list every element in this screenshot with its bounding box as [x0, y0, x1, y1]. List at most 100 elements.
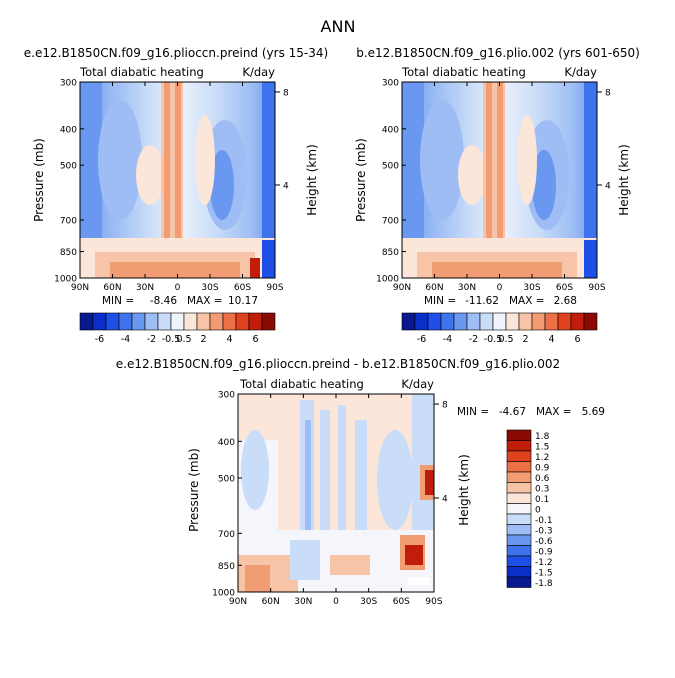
- x-tick-label: 30S: [360, 597, 377, 607]
- panel-1-field-itcz-b: [164, 82, 170, 278]
- panel-3-field-cool-c: [305, 420, 311, 560]
- y-tick-label: 500: [60, 162, 77, 172]
- panel-2-max-label: MAX =: [509, 295, 545, 307]
- colorbar-box: [506, 482, 532, 494]
- colorbar-box: [79, 312, 94, 331]
- panel-1-min-label: MIN =: [102, 295, 134, 307]
- colorbar-label: 4: [226, 334, 232, 345]
- y-tick-label: 1000: [376, 275, 399, 285]
- panel-3-rticks: 84: [434, 401, 448, 505]
- colorbar-box: [506, 576, 532, 588]
- panel-1-stats: MIN = -8.46 MAX = 10.17: [102, 295, 258, 307]
- panel-2-field-sh-core: [532, 150, 556, 220]
- colorbar-box: [414, 312, 429, 331]
- panel-1-subtitle-left: Total diabatic heating: [79, 65, 204, 79]
- panel-1-max-value: 10.17: [228, 295, 258, 307]
- colorbar-box: [453, 312, 468, 331]
- panel-3-field-blh-cool: [290, 540, 320, 580]
- panel-1-max-label: MAX =: [187, 295, 223, 307]
- colorbar-label: -4: [443, 334, 452, 345]
- colorbar-box: [506, 524, 532, 536]
- panel-3-subtitle-left: Total diabatic heating: [239, 377, 364, 391]
- panel-1-rticks: 84: [275, 88, 289, 191]
- y-tick-label: 700: [218, 530, 235, 540]
- colorbar-box: [506, 503, 532, 515]
- right-tick-label: 4: [442, 495, 448, 505]
- colorbar-label: 4: [548, 334, 554, 345]
- panel-3-field-hot-edge-b: [425, 470, 434, 495]
- colorbar-box: [506, 566, 532, 578]
- panel-1-ylabel: Pressure (mb): [32, 138, 46, 222]
- colorbar-box: [248, 312, 263, 331]
- panel-2-min-value: -11.62: [465, 295, 499, 307]
- colorbar-label: 0.5: [176, 334, 191, 345]
- colorbar-box: [583, 312, 598, 331]
- panel-1-xticks: 90N 60N 30N 0 30S 60S 90S: [71, 82, 284, 293]
- panel-2-field-itcz-b: [486, 82, 492, 278]
- colorbar-box: [506, 555, 532, 567]
- panel-3-field-blh-warm-b: [245, 565, 270, 592]
- panel-3-max-value: 5.69: [582, 406, 605, 418]
- panel-2-yticks: 300 400 500 700 850 1000: [376, 79, 406, 285]
- x-tick-label: 60N: [103, 283, 121, 293]
- colorbar-box: [570, 312, 585, 331]
- colorbar-box: [506, 461, 532, 473]
- colorbar-label: -6: [95, 334, 104, 345]
- panel-1: e.e12.B1850CN.f09_g16.plioccn.preind (yr…: [24, 46, 328, 345]
- colorbar-box: [506, 534, 532, 546]
- panel-1-field-cold-corner: [262, 240, 275, 278]
- x-tick-label: 60S: [556, 283, 573, 293]
- colorbar-label: 0.3: [535, 485, 549, 495]
- colorbar-label: 0.5: [498, 334, 513, 345]
- colorbar-label: -4: [121, 334, 130, 345]
- colorbar-label: -0.1: [535, 516, 553, 526]
- colorbar-box: [506, 471, 532, 483]
- colorbar-box: [183, 312, 198, 331]
- panel-1-plot: [80, 82, 275, 278]
- colorbar-label: -6: [417, 334, 426, 345]
- colorbar-label: -0.9: [535, 548, 553, 558]
- panel-1-field-blh3: [110, 262, 240, 278]
- colorbar-box: [170, 312, 185, 331]
- panel-3-colorbar: 1.81.51.20.90.60.30.10-0.1-0.3-0.6-0.9-1…: [506, 429, 553, 589]
- panel-3-plot: [238, 394, 434, 592]
- x-tick-label: 60N: [425, 283, 443, 293]
- colorbar-box: [427, 312, 442, 331]
- colorbar-box: [506, 450, 532, 462]
- right-tick-label: 4: [605, 181, 611, 191]
- right-tick-label: 8: [283, 88, 289, 98]
- panel-1-field-right-edge: [262, 82, 275, 278]
- colorbar-box: [506, 429, 532, 441]
- colorbar-label: -0.5: [484, 334, 503, 345]
- panel-2-stats: MIN = -11.62 MAX = 2.68: [424, 295, 577, 307]
- x-tick-label: 0: [175, 283, 181, 293]
- panel-1-yticks: 300 400 500 700 850 1000: [54, 79, 84, 285]
- y-tick-label: 850: [60, 248, 77, 258]
- colorbar-box: [209, 312, 224, 331]
- panel-1-subtitle-right: K/day: [242, 65, 275, 79]
- x-tick-label: 30N: [458, 283, 476, 293]
- colorbar-box: [557, 312, 572, 331]
- y-tick-label: 300: [218, 391, 235, 401]
- colorbar-box: [531, 312, 546, 331]
- panel-3-field-white-box: [408, 577, 430, 585]
- panel-1-field-mid-warm2: [195, 115, 215, 205]
- panel-2: b.e12.B1850CN.f09_g16.plio.002 (yrs 601-…: [354, 46, 640, 345]
- panel-2-subtitle-right: K/day: [564, 65, 597, 79]
- panel-2-field-mid-warm2: [517, 115, 537, 205]
- colorbar-label: -1.8: [535, 579, 553, 589]
- colorbar-box: [466, 312, 481, 331]
- panel-1-colorbar: -6 -4 -2 -0.50.5 2 4 6: [79, 312, 276, 345]
- y-tick-label: 300: [60, 79, 77, 89]
- panel-2-ylabel-right: Height (km): [617, 144, 631, 215]
- panel-1-field-left-blue: [80, 82, 102, 278]
- panel-1-field-sh-core: [210, 150, 234, 220]
- x-tick-label: 90N: [229, 597, 247, 607]
- panel-2-rticks: 84: [597, 88, 611, 191]
- panel-3-max-label: MAX =: [536, 406, 572, 418]
- colorbar-label: 6: [252, 334, 258, 345]
- panel-2-field-left-blue: [402, 82, 424, 278]
- y-tick-label: 400: [60, 125, 77, 135]
- panel-3-min-label: MIN =: [457, 406, 489, 418]
